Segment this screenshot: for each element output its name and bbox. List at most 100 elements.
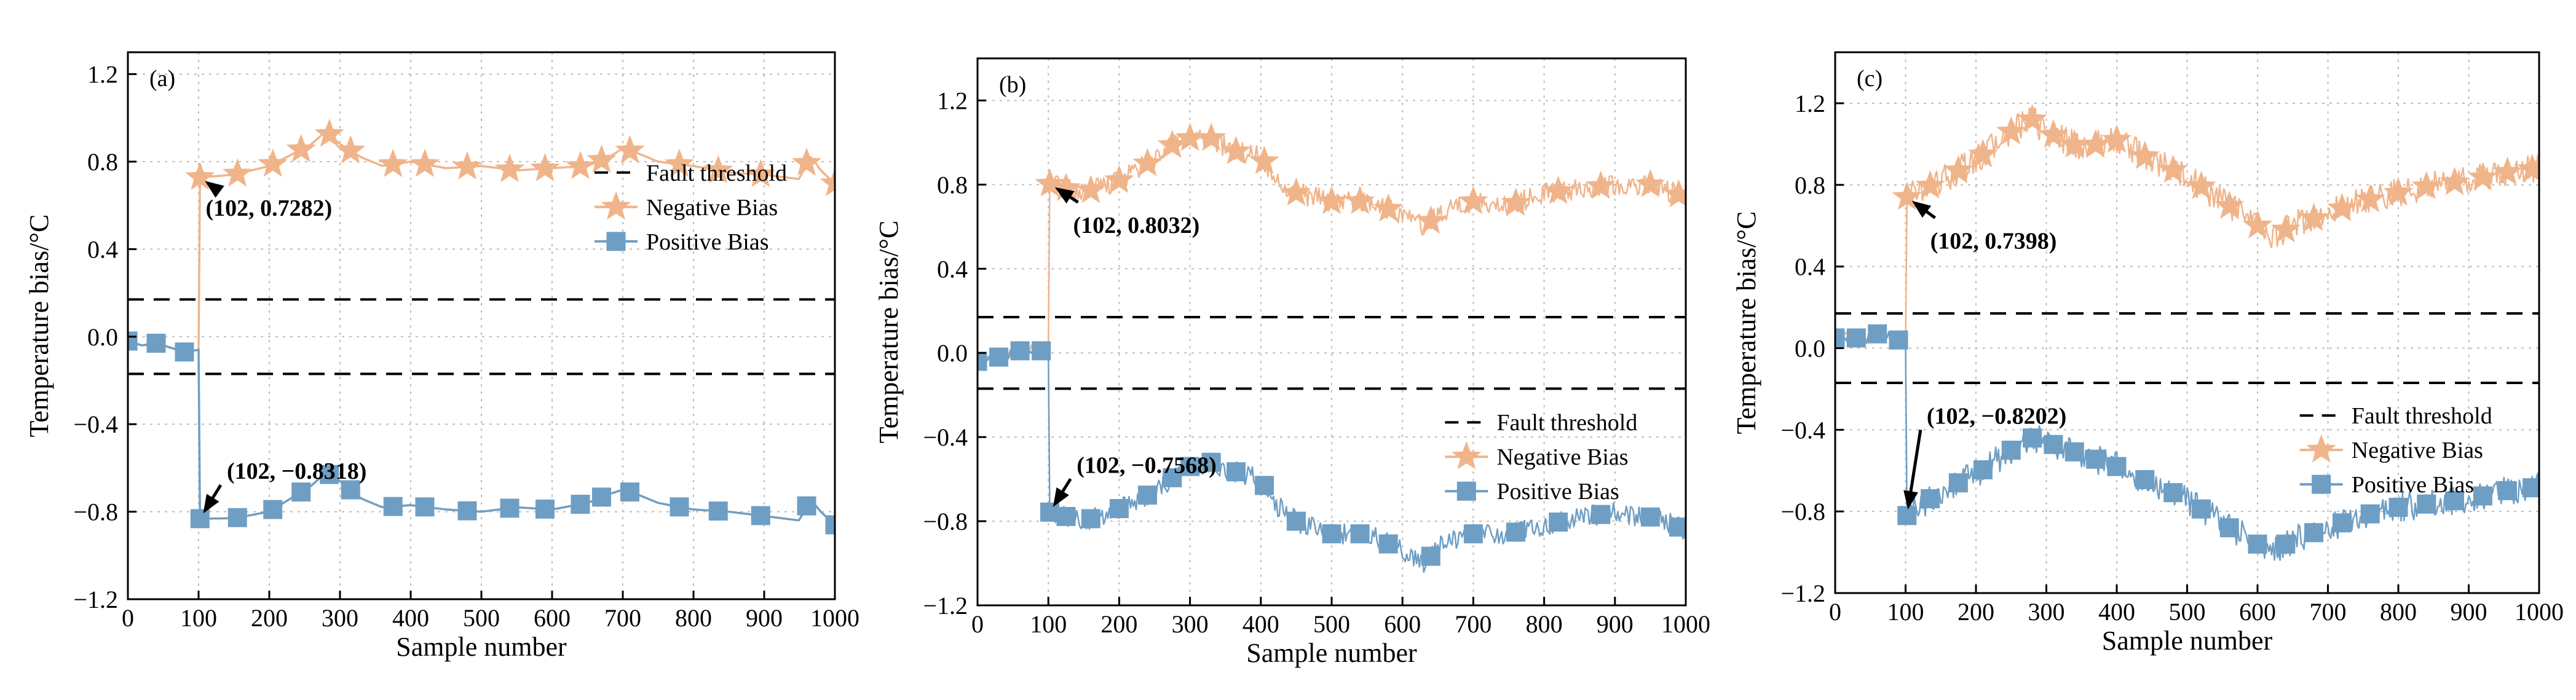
negative-bias-point bbox=[1345, 186, 1375, 214]
negative-bias-point bbox=[1373, 193, 1404, 222]
negative-bias-point bbox=[378, 148, 408, 178]
legend-label: Negative Bias bbox=[646, 195, 778, 221]
legend-star-icon bbox=[2306, 434, 2336, 463]
positive-bias-point bbox=[2044, 435, 2063, 454]
negative-bias-point bbox=[1968, 139, 1998, 168]
x-tick-label: 700 bbox=[1455, 610, 1491, 638]
negative-bias-point bbox=[2411, 171, 2441, 200]
negative-bias-point bbox=[1035, 168, 1065, 197]
positive-bias-point bbox=[825, 515, 835, 535]
positive-bias-point bbox=[1973, 460, 1993, 479]
positive-bias-point bbox=[320, 465, 339, 484]
y-tick-label: −0.4 bbox=[1780, 416, 1825, 444]
negative-bias-point bbox=[1996, 116, 2026, 145]
positive-bias-point bbox=[1378, 534, 1398, 554]
negative-bias-point bbox=[336, 135, 366, 163]
negative-bias-point bbox=[2038, 119, 2069, 148]
annotation: (102, 0.8032) bbox=[1054, 187, 1199, 238]
series-line-negative bbox=[1835, 107, 2539, 347]
legend-square-icon bbox=[2312, 474, 2331, 494]
positive-bias-point bbox=[2001, 441, 2021, 460]
y-tick-label: 1.2 bbox=[87, 61, 118, 88]
x-tick-label: 400 bbox=[2098, 598, 2135, 626]
annotation: (102, −0.8318) bbox=[203, 458, 366, 514]
legend-label: Positive Bias bbox=[1496, 479, 1619, 505]
negative-bias-point bbox=[2130, 140, 2160, 169]
panel-label: (c) bbox=[1857, 66, 1883, 92]
legend-label: Positive Bias bbox=[646, 229, 769, 255]
positive-bias-point bbox=[2332, 513, 2352, 533]
positive-bias-point bbox=[1591, 505, 1611, 524]
positive-bias-point bbox=[415, 497, 435, 517]
negative-bias-point bbox=[223, 158, 253, 187]
positive-bias-point bbox=[1868, 324, 1887, 344]
x-tick-label: 800 bbox=[2380, 598, 2417, 626]
y-tick-label: −1.2 bbox=[73, 586, 118, 613]
positive-bias-point bbox=[291, 482, 311, 502]
annotation-arrowhead bbox=[203, 494, 219, 514]
positive-bias-point bbox=[2417, 494, 2436, 514]
negative-bias-point bbox=[258, 148, 288, 177]
positive-bias-point bbox=[2523, 478, 2539, 498]
positive-bias-point bbox=[1350, 524, 1370, 544]
positive-bias-point bbox=[1889, 330, 1908, 350]
x-tick-label: 900 bbox=[2451, 598, 2487, 626]
annotation-arrowhead bbox=[1054, 187, 1075, 204]
positive-bias-point bbox=[2248, 534, 2267, 554]
x-tick-label: 500 bbox=[463, 604, 500, 632]
annotation-arrowhead bbox=[205, 181, 224, 198]
negative-bias-point bbox=[2270, 214, 2301, 243]
positive-bias-point bbox=[341, 480, 360, 500]
y-tick-label: 0.4 bbox=[87, 235, 118, 263]
annotation: (102, −0.7568) bbox=[1053, 452, 1217, 507]
x-tick-label: 100 bbox=[1030, 610, 1067, 638]
x-tick-label: 0 bbox=[971, 610, 984, 638]
positive-bias-point bbox=[190, 509, 210, 529]
positive-bias-point bbox=[989, 347, 1009, 367]
positive-bias-point bbox=[2304, 523, 2324, 543]
positive-bias-point bbox=[1032, 341, 1051, 361]
annotation-text: (102, −0.7568) bbox=[1077, 452, 1216, 478]
negative-bias-point bbox=[2492, 156, 2523, 185]
positive-bias-point bbox=[2064, 442, 2084, 462]
x-tick-label: 300 bbox=[322, 604, 358, 632]
negative-bias-point bbox=[2080, 129, 2111, 158]
negative-bias-point bbox=[1104, 165, 1134, 194]
x-tick-label: 900 bbox=[1597, 610, 1634, 638]
negative-bias-point bbox=[2355, 184, 2385, 213]
positive-bias-point bbox=[1056, 506, 1076, 526]
positive-bias-point bbox=[383, 497, 403, 516]
positive-bias-point bbox=[227, 508, 247, 527]
legend-label: Negative Bias bbox=[1496, 444, 1628, 470]
positive-bias-point bbox=[1421, 546, 1440, 566]
positive-bias-point bbox=[175, 342, 194, 362]
y-axis-label: Temperature bias/°C bbox=[24, 214, 54, 438]
negative-bias-point bbox=[2101, 124, 2132, 153]
negative-bias-point bbox=[791, 147, 822, 176]
y-axis-label: Temperature bias/°C bbox=[874, 221, 904, 444]
y-tick-label: −0.8 bbox=[1780, 498, 1825, 525]
x-tick-label: 1000 bbox=[1661, 610, 1710, 638]
negative-bias-point bbox=[820, 168, 835, 197]
y-tick-label: 0.4 bbox=[937, 255, 968, 283]
positive-bias-point bbox=[751, 506, 770, 525]
x-tick-label: 100 bbox=[180, 604, 217, 632]
x-tick-label: 800 bbox=[675, 604, 712, 632]
negative-bias-point bbox=[2214, 190, 2245, 219]
y-tick-label: −0.8 bbox=[923, 508, 968, 535]
positive-bias-point bbox=[2086, 449, 2106, 469]
negative-bias-point bbox=[2242, 210, 2273, 238]
positive-bias-point bbox=[2360, 504, 2380, 524]
y-tick-label: 0.0 bbox=[1795, 335, 1825, 363]
negative-bias-point bbox=[1221, 136, 1251, 165]
negative-bias-point bbox=[2158, 154, 2188, 183]
negative-bias-point bbox=[1892, 181, 1922, 210]
x-tick-label: 800 bbox=[1526, 610, 1563, 638]
positive-bias-point bbox=[1137, 486, 1157, 505]
legend-star-icon bbox=[601, 191, 631, 220]
annotation: (102, −0.8202) bbox=[1903, 403, 2066, 510]
x-tick-label: 200 bbox=[251, 604, 288, 632]
y-axis-label: Temperature bias/°C bbox=[1731, 211, 1761, 435]
positive-bias-point bbox=[2107, 457, 2127, 476]
positive-bias-point bbox=[2219, 518, 2239, 538]
